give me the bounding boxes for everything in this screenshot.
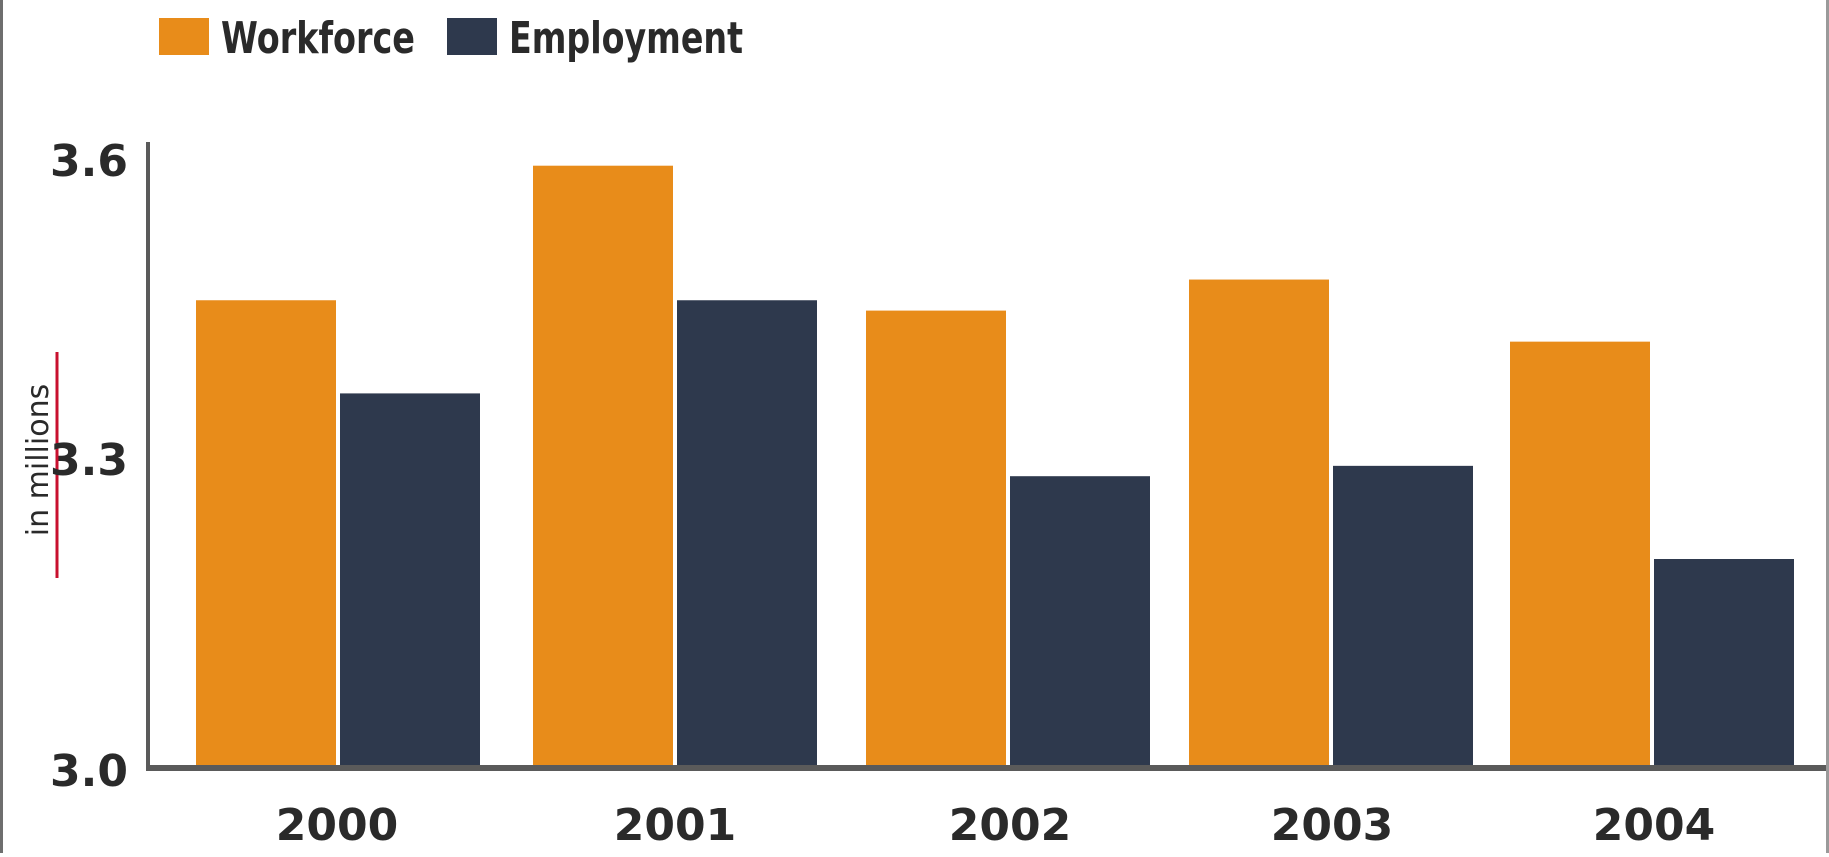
bar-employment-2000 xyxy=(340,393,480,768)
y-axis-title: in millions xyxy=(21,352,59,578)
bar-workforce-2001 xyxy=(533,165,673,768)
y-axis-label: in millions xyxy=(21,384,56,536)
bar-workforce-2004 xyxy=(1510,341,1650,768)
legend-swatch-workforce xyxy=(159,18,209,55)
y-tick-label: 3.3 xyxy=(50,435,128,486)
y-tick-label: 3.0 xyxy=(50,746,128,797)
x-tick-label: 2000 xyxy=(276,800,398,851)
bar-workforce-2002 xyxy=(866,310,1006,768)
legend-label-employment: Employment xyxy=(509,13,743,64)
bar-employment-2001 xyxy=(677,300,817,768)
x-tick-label: 2004 xyxy=(1593,800,1715,851)
legend-label-workforce: Workforce xyxy=(221,13,415,64)
legend-item-employment: Employment xyxy=(447,13,743,64)
x-tick-label: 2001 xyxy=(614,800,736,851)
x-tick-label: 2003 xyxy=(1271,800,1393,851)
bar-workforce-2003 xyxy=(1189,279,1329,768)
y-tick-label: 3.6 xyxy=(50,136,128,187)
left-border xyxy=(0,0,3,853)
legend-item-workforce: Workforce xyxy=(159,13,415,64)
x-tick-labels: 2000 2001 2002 2003 2004 xyxy=(276,800,1715,851)
bar-workforce-2000 xyxy=(196,300,336,768)
bar-employment-2003 xyxy=(1333,465,1473,768)
bars xyxy=(196,165,1794,768)
x-tick-label: 2002 xyxy=(949,800,1071,851)
right-border xyxy=(1826,0,1829,853)
legend: Workforce Employment xyxy=(159,13,743,64)
legend-swatch-employment xyxy=(447,18,497,55)
y-tick-labels: 3.0 3.3 3.6 xyxy=(50,136,128,797)
bar-employment-2004 xyxy=(1654,559,1794,768)
bar-employment-2002 xyxy=(1010,476,1150,768)
